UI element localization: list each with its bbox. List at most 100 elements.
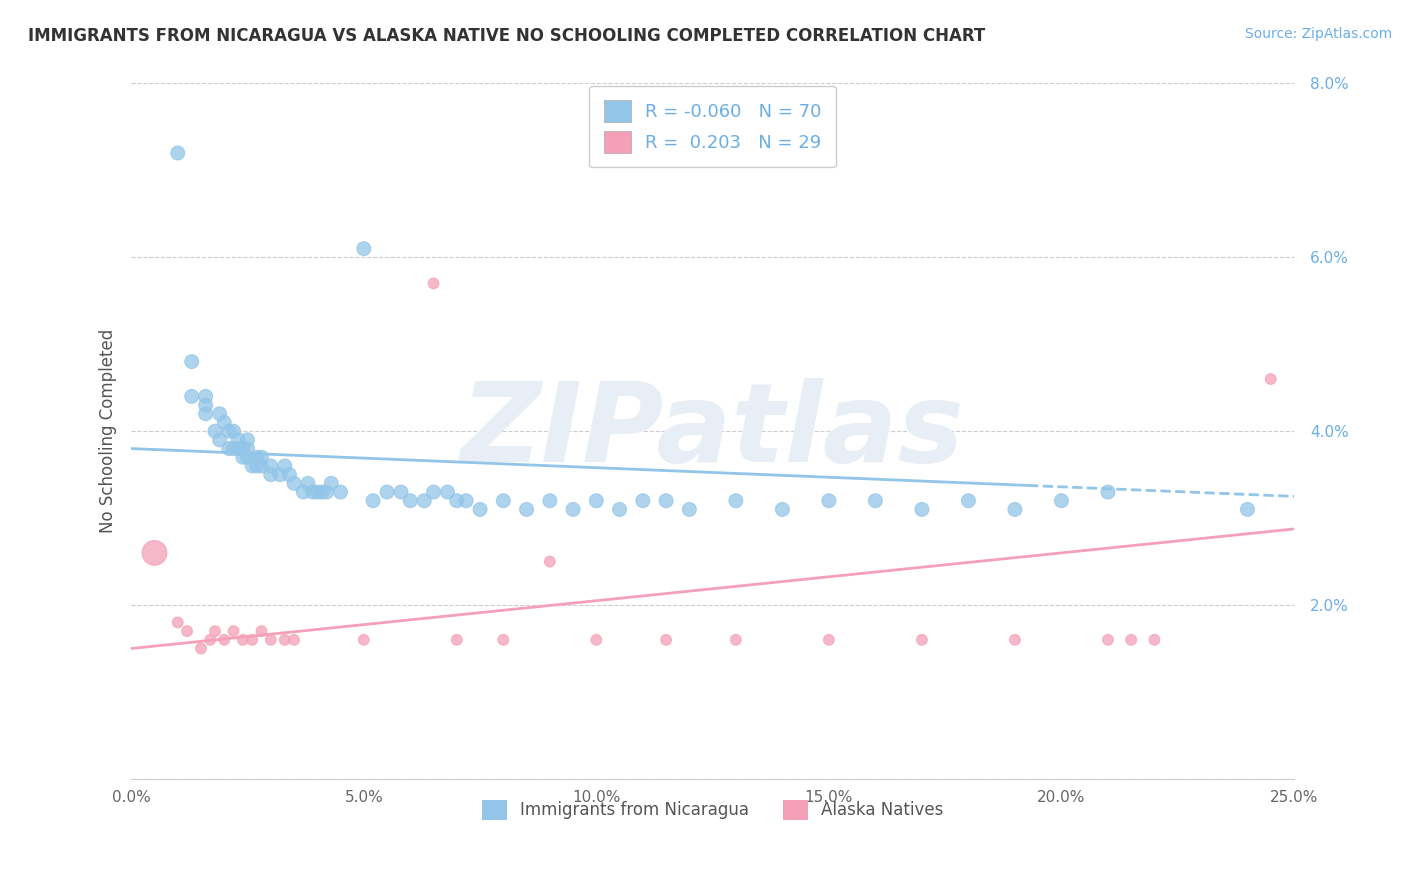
Point [538,493,561,508]
Point [655,493,678,508]
Point [538,555,561,569]
Point [204,624,226,639]
Point [609,502,631,516]
Point [329,485,352,500]
Point [315,485,337,500]
Point [724,493,747,508]
Point [307,485,329,500]
Point [446,493,468,508]
Point [375,485,398,500]
Point [655,632,678,647]
Point [492,632,515,647]
Point [724,632,747,647]
Point [818,632,841,647]
Point [236,442,259,456]
Point [214,632,236,647]
Point [301,485,323,500]
Point [143,546,166,560]
Point [389,485,412,500]
Point [176,624,198,639]
Point [232,632,254,647]
Point [194,407,217,421]
Point [585,632,607,647]
Point [399,493,422,508]
Point [1004,502,1026,516]
Point [283,476,305,491]
Point [468,502,491,516]
Point [562,502,585,516]
Point [631,493,654,508]
Point [214,416,236,430]
Y-axis label: No Schooling Completed: No Schooling Completed [100,329,117,533]
Point [456,493,478,508]
Point [436,485,458,500]
Point [232,442,254,456]
Point [446,632,468,647]
Point [957,493,980,508]
Point [1143,632,1166,647]
Point [180,389,202,403]
Point [1097,485,1119,500]
Point [222,624,245,639]
Point [1004,632,1026,647]
Point [274,632,297,647]
Point [218,424,240,438]
Point [1097,632,1119,647]
Point [236,450,259,465]
Point [292,485,315,500]
Point [422,485,444,500]
Point [585,493,607,508]
Point [818,493,841,508]
Point [260,632,283,647]
Point [678,502,700,516]
Point [222,442,245,456]
Point [516,502,538,516]
Point [200,632,222,647]
Point [250,450,273,465]
Point [194,398,217,412]
Point [413,493,436,508]
Point [208,407,231,421]
Point [166,146,188,161]
Text: IMMIGRANTS FROM NICARAGUA VS ALASKA NATIVE NO SCHOOLING COMPLETED CORRELATION CH: IMMIGRANTS FROM NICARAGUA VS ALASKA NATI… [28,27,986,45]
Point [250,624,273,639]
Point [911,632,934,647]
Point [260,467,283,482]
Point [865,493,887,508]
Point [260,458,283,473]
Point [226,442,249,456]
Point [353,242,375,256]
Point [269,467,291,482]
Point [492,493,515,508]
Point [1050,493,1073,508]
Point [208,433,231,447]
Point [236,433,259,447]
Point [240,458,263,473]
Point [353,632,375,647]
Point [361,493,384,508]
Point [422,277,444,291]
Point [246,450,269,465]
Point [232,450,254,465]
Point [240,632,263,647]
Point [190,641,212,656]
Point [218,442,240,456]
Point [297,476,319,491]
Point [226,433,249,447]
Point [278,467,301,482]
Point [1121,632,1143,647]
Point [1236,502,1258,516]
Text: ZIPatlas: ZIPatlas [461,377,965,484]
Text: Source: ZipAtlas.com: Source: ZipAtlas.com [1244,27,1392,41]
Point [274,458,297,473]
Point [246,458,269,473]
Point [283,632,305,647]
Point [770,502,793,516]
Legend: Immigrants from Nicaragua, Alaska Natives: Immigrants from Nicaragua, Alaska Native… [468,786,956,833]
Point [321,476,343,491]
Point [911,502,934,516]
Point [222,424,245,438]
Point [166,615,188,630]
Point [194,389,217,403]
Point [1260,372,1282,386]
